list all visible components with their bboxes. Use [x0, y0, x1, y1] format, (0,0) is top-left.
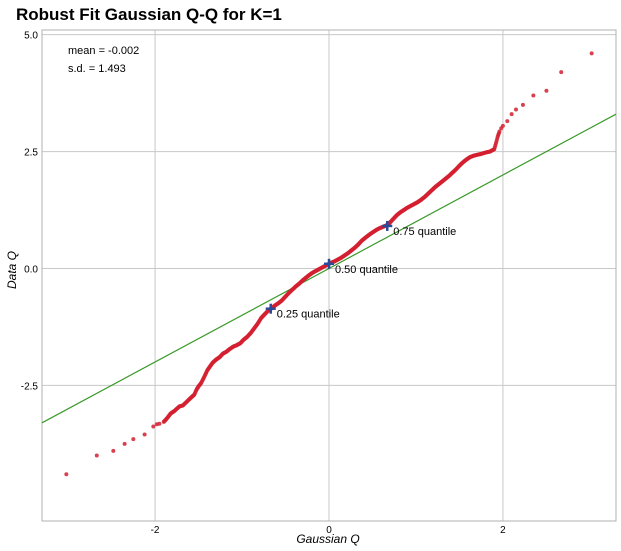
y-tick-label: -2.5	[21, 381, 39, 392]
quantile-markers: 0.25 quantile 0.50 quantile 0.75 quantile	[265, 220, 456, 321]
x-tick-label: 2	[500, 525, 506, 536]
x-tick-label: -2	[151, 525, 160, 536]
tick-labels: -2 0 2 5.0 2.5 0.0 -2.5	[21, 31, 506, 536]
data-point	[64, 472, 69, 477]
y-tick-label: 0.0	[24, 264, 38, 275]
data-point	[509, 112, 514, 117]
quantile-label: 0.25 quantile	[277, 309, 340, 321]
data-point	[520, 102, 525, 107]
data-point	[500, 123, 505, 128]
x-axis-title: Gaussian Q	[296, 532, 359, 546]
grid	[42, 30, 616, 521]
x-tick-label: 0	[326, 525, 332, 536]
data-point	[131, 437, 136, 442]
data-point	[513, 107, 518, 112]
data-point	[589, 51, 594, 56]
data-point	[157, 421, 162, 426]
data-point	[142, 432, 147, 437]
y-axis-title: Data Q	[5, 251, 19, 289]
data-point	[559, 70, 564, 75]
data-point	[111, 448, 116, 453]
data-point	[497, 129, 502, 134]
quantile-label: 0.75 quantile	[393, 226, 456, 238]
data-point	[151, 424, 156, 429]
y-tick-label: 5.0	[24, 31, 38, 42]
data-point	[94, 453, 99, 458]
data-point	[505, 119, 510, 124]
data-point	[122, 441, 127, 446]
plot-frame	[41, 29, 617, 522]
sd-label: s.d. = 1.493	[68, 63, 126, 75]
chart-title: Robust Fit Gaussian Q-Q for K=1	[16, 5, 282, 24]
y-tick-label: 2.5	[24, 148, 38, 159]
data-point	[544, 88, 549, 93]
mean-label: mean = -0.002	[68, 45, 139, 57]
data-point	[531, 93, 536, 98]
quantile-label: 0.50 quantile	[335, 264, 398, 276]
